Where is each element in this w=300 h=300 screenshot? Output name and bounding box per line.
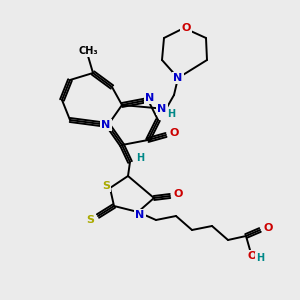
Text: S: S [86,215,94,225]
Text: H: H [167,109,175,119]
Text: O: O [181,23,191,33]
Text: O: O [247,251,257,261]
Text: N: N [158,104,166,114]
Text: H: H [136,153,144,163]
Text: CH₃: CH₃ [78,46,98,56]
Text: N: N [101,120,111,130]
Text: S: S [102,181,110,191]
Text: N: N [146,93,154,103]
Text: N: N [135,210,145,220]
Text: H: H [256,253,264,263]
Text: O: O [263,223,273,233]
Text: O: O [173,189,183,199]
Text: O: O [169,128,179,138]
Text: N: N [173,73,183,83]
